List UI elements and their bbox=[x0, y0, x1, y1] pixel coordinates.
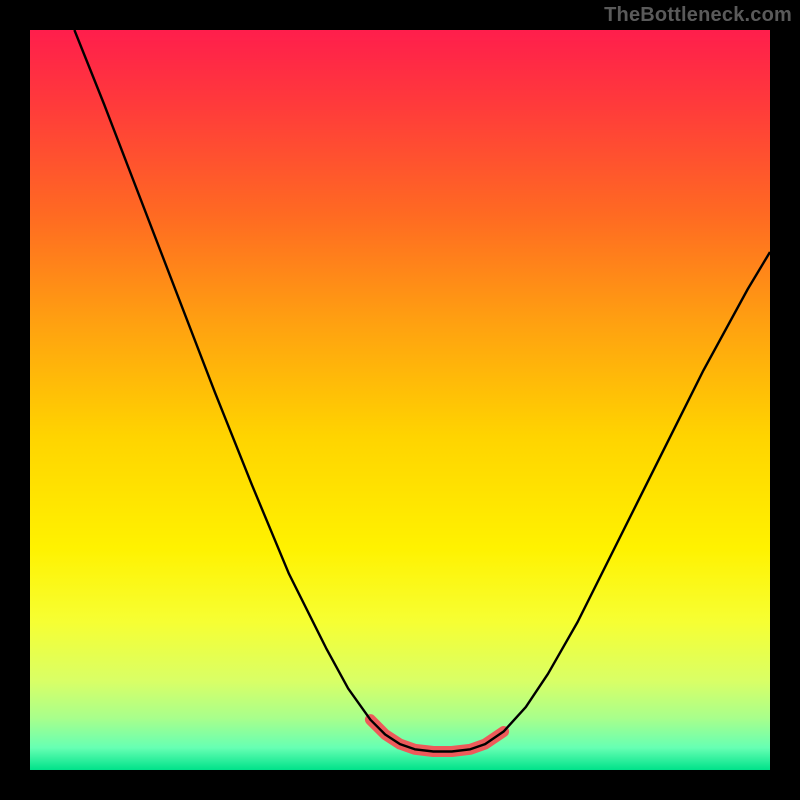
chart-frame: TheBottleneck.com bbox=[0, 0, 800, 800]
curve-layer bbox=[30, 30, 770, 770]
bottleneck-highlight bbox=[370, 720, 503, 752]
plot-area bbox=[30, 30, 770, 770]
bottleneck-curve bbox=[74, 30, 770, 752]
watermark-text: TheBottleneck.com bbox=[604, 4, 792, 27]
